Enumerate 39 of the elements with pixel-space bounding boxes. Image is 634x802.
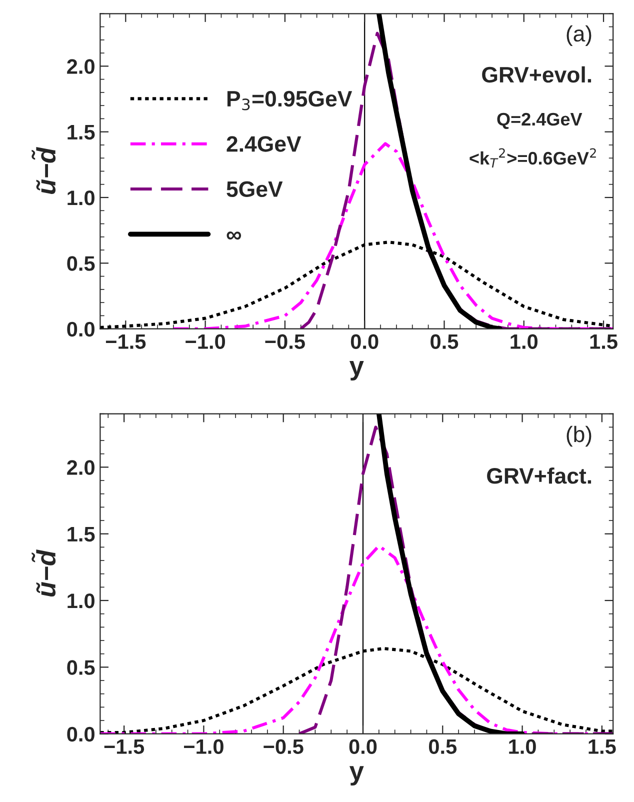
x-tick-label: −1.5: [106, 334, 146, 349]
y-tick-label: 1.0: [68, 190, 94, 206]
x-axis-title: y: [349, 766, 364, 786]
line-series: [298, 426, 614, 734]
y-tick-label: 0.0: [67, 726, 94, 742]
y-tick-label: 0.5: [67, 256, 95, 271]
x-tick-label: 1.0: [510, 334, 538, 349]
y-axis-title: ũ−d̃: [32, 550, 56, 597]
x-tick-label: −1.0: [186, 334, 226, 349]
x-tick-label: −0.5: [265, 334, 305, 349]
y-tick-label: 0.0: [67, 322, 94, 337]
y-tick-label: 2.0: [67, 460, 94, 475]
y-axis-title: ũ−d̃: [32, 146, 56, 194]
annotation: (a): [566, 25, 592, 46]
x-tick-label: −1.5: [104, 739, 144, 754]
x-tick-label: 0.0: [350, 334, 378, 349]
annotation: Q=2.4GeV: [497, 112, 582, 130]
x-tick-label: 0.0: [349, 739, 377, 754]
x-tick-label: −1.0: [184, 739, 224, 754]
legend-label: 5GeV: [226, 181, 283, 198]
x-tick-label: 1.5: [590, 334, 618, 349]
legend-label: ∞: [226, 231, 242, 240]
y-tick-label: 1.5: [68, 527, 95, 542]
legend-label: 2.4GeV: [226, 136, 302, 152]
annotation: (b): [566, 426, 592, 447]
y-tick-label: 1.0: [68, 594, 94, 608]
x-axis-title: y: [349, 361, 364, 380]
legend-label: P$_{3}$=0.95GeV: [227, 90, 352, 110]
annotation: GRV+fact.: [487, 467, 592, 484]
x-tick-label: 0.5: [430, 334, 458, 349]
x-tick-label: 1.5: [588, 739, 616, 754]
annotation: <k$_{T}$$^{2}$>=0.6GeV$^{2}$: [470, 148, 596, 168]
annotation: GRV+evol.: [482, 66, 592, 83]
y-tick-label: 0.5: [67, 660, 95, 675]
y-tick-label: 2.0: [67, 59, 94, 74]
y-tick-label: 1.5: [68, 125, 95, 140]
x-tick-label: −0.5: [264, 739, 304, 754]
x-tick-label: 1.0: [509, 739, 536, 754]
x-tick-label: 0.5: [428, 739, 457, 754]
